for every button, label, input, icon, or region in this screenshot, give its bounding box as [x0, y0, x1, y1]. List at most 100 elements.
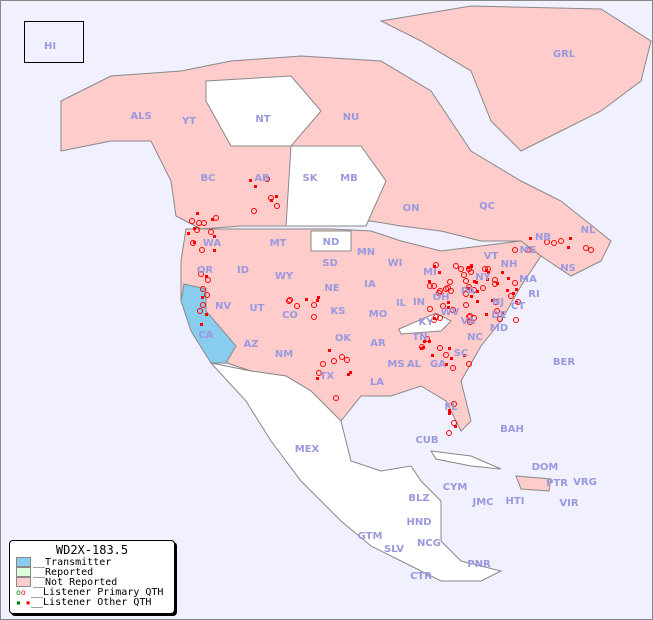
listener-other-marker — [447, 411, 451, 415]
region-mexico — [209, 362, 503, 582]
region-label-hnd: HND — [406, 517, 432, 528]
listener-other-marker — [567, 246, 571, 250]
listener-primary-marker — [446, 278, 453, 285]
listener-other-marker — [514, 287, 518, 291]
listener-other-marker — [349, 370, 353, 374]
listener-primary-marker — [512, 246, 519, 253]
region-label-vrg: VRG — [573, 477, 597, 488]
region-label-la: LA — [369, 377, 385, 388]
listener-primary-marker — [463, 290, 470, 297]
legend-not-reported: __Not Reported — [10, 576, 174, 588]
region-label-mb: MB — [340, 173, 358, 184]
listener-primary-marker — [458, 265, 465, 272]
region-label-ks: KS — [330, 306, 346, 317]
listener-primary-marker — [480, 285, 487, 292]
listener-primary-marker — [424, 336, 431, 343]
listener-other-marker — [475, 280, 479, 284]
listener-primary-marker — [320, 361, 327, 368]
region-label-ct: CT — [510, 301, 526, 312]
region-label-mn: MN — [356, 247, 376, 258]
region-label-ca: CA — [198, 330, 214, 341]
listener-other-marker — [212, 248, 216, 252]
region-label-ok: OK — [334, 333, 352, 344]
legend-other: ▪ ▪ __Listener Other QTH — [10, 596, 174, 608]
region-label-tn: TN — [412, 332, 428, 343]
listener-primary-marker — [200, 301, 207, 308]
listener-other-marker — [505, 289, 509, 293]
listener-other-marker — [447, 347, 451, 351]
region-label-vt: VT — [483, 251, 499, 262]
listener-other-marker — [428, 339, 432, 343]
listener-other-marker — [447, 408, 451, 412]
region-label-pnr: PNR — [467, 559, 491, 570]
listener-primary-marker — [513, 316, 520, 323]
listener-primary-marker — [470, 287, 477, 294]
listener-primary-marker — [445, 284, 452, 291]
listener-other-marker — [475, 300, 479, 304]
listener-primary-marker — [558, 237, 565, 244]
listener-other-marker — [529, 237, 533, 241]
listener-primary-marker — [482, 266, 489, 273]
listener-other-marker — [444, 363, 448, 367]
legend-label: __Not Reported — [33, 576, 118, 588]
listener-other-marker — [431, 354, 435, 358]
listener-primary-marker — [200, 220, 207, 227]
legend-label: __Listener Other QTH — [31, 596, 152, 608]
listener-primary-marker — [189, 240, 196, 247]
region-label-hi: HI — [43, 41, 57, 52]
listener-other-marker — [450, 357, 454, 361]
listener-other-marker — [447, 305, 451, 309]
listener-primary-marker — [465, 361, 472, 368]
legend-title: WD2X-183.5 — [55, 543, 129, 557]
listener-other-marker — [248, 179, 252, 183]
listener-primary-marker — [286, 297, 293, 304]
region-label-ctr: CTR — [410, 571, 432, 582]
region-label-qc: QC — [479, 201, 495, 212]
region-label-als: ALS — [130, 111, 152, 122]
region-label-dom: DOM — [531, 462, 559, 473]
listener-primary-marker — [588, 246, 595, 253]
region-label-hti: HTI — [505, 496, 525, 507]
listener-primary-marker — [449, 364, 456, 371]
listener-primary-marker — [208, 229, 215, 236]
listener-primary-marker — [465, 265, 472, 272]
region-label-wi: WI — [387, 258, 403, 269]
listener-primary-marker — [333, 394, 340, 401]
region-label-mex: MEX — [294, 444, 320, 455]
listener-other-marker — [205, 312, 209, 316]
listener-other-marker — [568, 237, 572, 241]
region-sk-mb — [285, 145, 387, 227]
region-label-mt: MT — [269, 238, 287, 249]
listener-other-marker — [274, 195, 278, 199]
listener-other-marker — [490, 299, 494, 303]
region-label-ms: MS — [387, 359, 405, 370]
listener-other-marker — [192, 226, 196, 230]
region-label-ne: NE — [324, 283, 340, 294]
listener-primary-marker — [197, 307, 204, 314]
legend-label: __Listener Primary QTH — [31, 586, 164, 598]
listener-other-marker — [195, 212, 199, 216]
listener-other-marker — [328, 348, 332, 352]
listener-other-marker — [205, 275, 209, 278]
listener-other-marker — [200, 296, 204, 300]
swatch — [16, 567, 31, 577]
region-label-ber: BER — [552, 357, 576, 368]
legend: WD2X-183.5 __Transmitter __Reported __No… — [9, 540, 175, 614]
listener-primary-marker — [188, 217, 195, 224]
region-label-me: ME — [519, 245, 537, 256]
swatch — [16, 577, 31, 587]
region-label-wy: WY — [274, 271, 294, 282]
listener-other-marker — [316, 376, 320, 380]
listener-other-marker — [200, 322, 204, 326]
listener-other-marker — [213, 234, 217, 238]
region-label-nj: NJ — [491, 297, 505, 308]
region-label-ar: AR — [370, 338, 386, 349]
region-nd — [310, 230, 352, 252]
region-label-id: ID — [236, 265, 250, 276]
listener-primary-marker — [439, 303, 446, 310]
legend-label: __Reported — [33, 566, 94, 578]
listener-other-marker — [316, 296, 320, 300]
listener-other-marker — [269, 199, 273, 203]
listener-primary-marker — [450, 400, 457, 407]
